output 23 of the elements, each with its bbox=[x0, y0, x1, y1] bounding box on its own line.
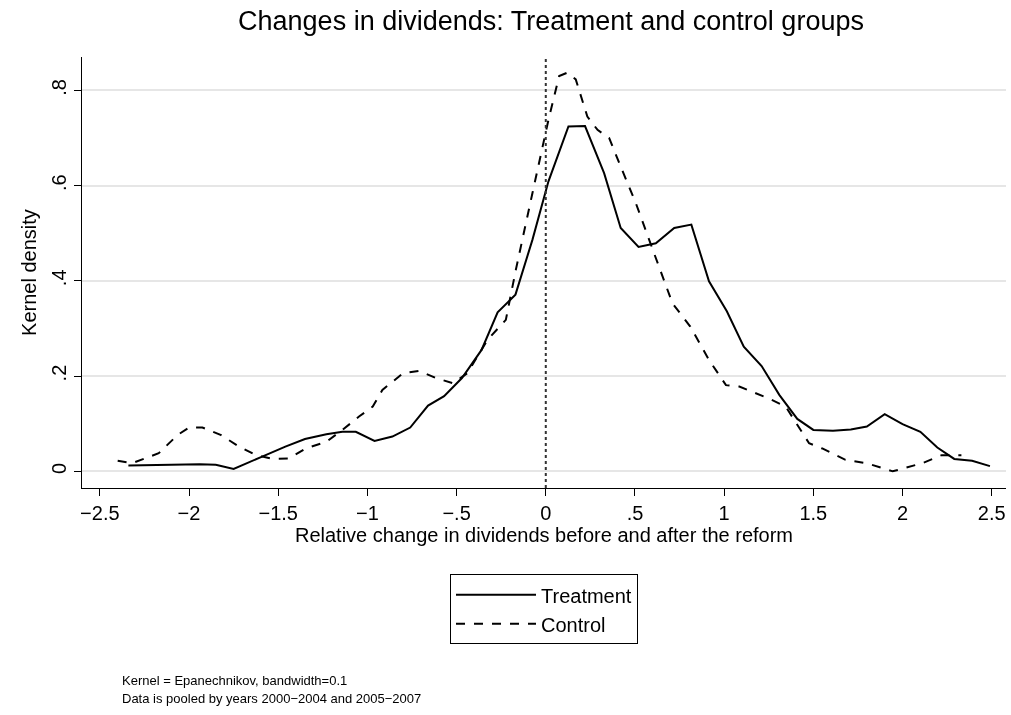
x-tick-label: .5 bbox=[626, 502, 644, 524]
x-tick-label: −1.5 bbox=[258, 502, 298, 524]
y-tick-label: .2 bbox=[48, 364, 70, 382]
chart-title: Changes in dividends: Treatment and control groups bbox=[238, 5, 864, 36]
legend-label: Control bbox=[541, 613, 606, 636]
y-tick-label: 0 bbox=[48, 462, 70, 474]
x-tick-label: 2 bbox=[896, 502, 909, 524]
legend-label: Treatment bbox=[541, 584, 632, 607]
text: Data is pooled by years 2000−2004 and 2005−2007 bbox=[122, 691, 422, 706]
x-tick-label: −.5 bbox=[442, 502, 471, 524]
x-tick-label: 0 bbox=[540, 502, 552, 524]
x-tick-label: 1 bbox=[718, 502, 730, 524]
y-tick-label: .4 bbox=[48, 269, 70, 287]
x-tick-label: −2.5 bbox=[80, 502, 120, 524]
x-tick-label: −1 bbox=[356, 502, 379, 524]
y-axis-title: Kernel density bbox=[17, 209, 40, 336]
y-tick-label: .8 bbox=[48, 79, 70, 96]
x-tick-label: 2.5 bbox=[977, 502, 1006, 524]
text: Kernel = Epanechnikov, bandwidth=0.1 bbox=[122, 673, 348, 688]
x-tick-label: −2 bbox=[177, 502, 201, 524]
x-axis-title: Relative change in dividends before and after the reform bbox=[294, 524, 794, 546]
x-tick-label: 1.5 bbox=[799, 502, 828, 524]
y-tick-label: .6 bbox=[48, 174, 70, 191]
